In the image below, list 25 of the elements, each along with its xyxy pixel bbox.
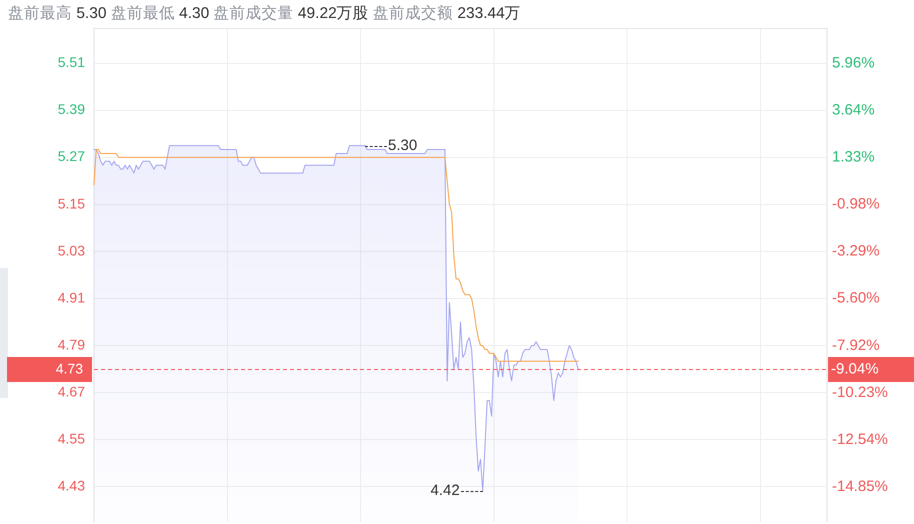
y2-tick-label: 1.33% (832, 148, 875, 166)
y-tick-label: 4.91 (58, 289, 86, 306)
chart-title: 盘前最高 5.30 盘前最低 4.30 盘前成交量 49.22万股 盘前成交额 233.44万 (8, 5, 521, 22)
annotation: 5.30 (388, 137, 418, 155)
y-tick-label: 4.43 (58, 478, 86, 494)
y-tick-label: 4.67 (58, 383, 86, 400)
y2-tick-label: -5.60% (832, 290, 880, 307)
y-tick-label: 5.03 (58, 242, 86, 258)
y2-tick-label: 3.64% (832, 102, 875, 119)
y2-tick-label: -12.54% (832, 430, 888, 448)
y-tick-label: 5.15 (58, 195, 86, 212)
y2-tick-label: -14.85% (832, 478, 888, 495)
y-tick-label: 4.55 (58, 430, 86, 447)
y-tick-label: 5.39 (58, 101, 86, 118)
y2-tick-label: -3.29% (832, 242, 880, 260)
y-tick-label: 5.27 (58, 148, 86, 164)
y-tick-label: 4.79 (58, 336, 86, 352)
y2-tick-label: -0.98% (832, 196, 880, 213)
text: -9.04% (831, 360, 879, 378)
y2-tick-label: -7.92% (832, 336, 880, 354)
y-tick-label: 5.51 (58, 54, 86, 70)
y2-tick-label: 5.96% (832, 54, 875, 72)
y2-tick-label: -10.23% (832, 384, 888, 401)
ref-line-label: 4.73 (56, 360, 84, 376)
annotation: 4.42 (430, 482, 460, 500)
